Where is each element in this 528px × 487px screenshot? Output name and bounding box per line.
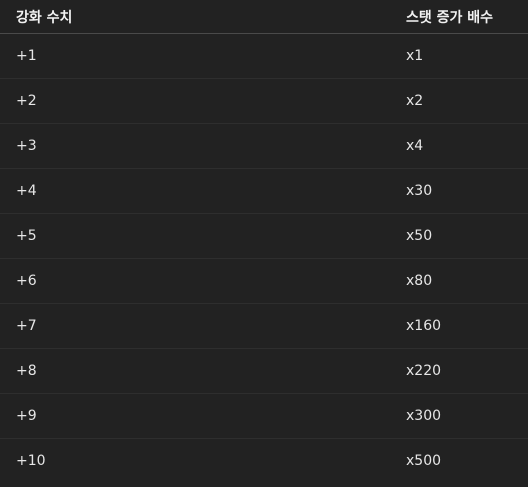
stat-multiplier-cell: x4 — [406, 123, 528, 169]
upgrade-level-cell: +6 — [0, 258, 406, 304]
column-header-stat-multiplier: 스탯 증가 배수 — [406, 0, 528, 34]
stat-multiplier-cell: x160 — [406, 303, 528, 349]
table-header-row: 강화 수치 스탯 증가 배수 — [0, 0, 528, 34]
stat-multiplier-cell: x2 — [406, 78, 528, 124]
table-row: +1 x1 — [0, 33, 528, 79]
table-row: +8 x220 — [0, 348, 528, 394]
table-body: +1 x1 +2 x2 +3 x4 +4 x30 +5 x50 +6 x80 +7 x160 +8 x220 +… — [0, 33, 528, 484]
stat-multiplier-cell: x300 — [406, 393, 528, 439]
stat-multiplier-cell: x50 — [406, 213, 528, 259]
table-row: +9 x300 — [0, 393, 528, 439]
upgrade-level-cell: +9 — [0, 393, 406, 439]
stat-multiplier-cell: x80 — [406, 258, 528, 304]
table-row: +6 x80 — [0, 258, 528, 304]
column-header-upgrade-level: 강화 수치 — [0, 0, 406, 34]
stat-multiplier-cell: x1 — [406, 33, 528, 79]
stat-multiplier-cell: x30 — [406, 168, 528, 214]
table-row: +3 x4 — [0, 123, 528, 169]
table-row: +7 x160 — [0, 303, 528, 349]
table-row: +2 x2 — [0, 78, 528, 124]
upgrade-level-cell: +4 — [0, 168, 406, 214]
upgrade-level-cell: +5 — [0, 213, 406, 259]
stat-multiplier-cell: x220 — [406, 348, 528, 394]
upgrade-level-cell: +10 — [16, 453, 46, 469]
stat-multiplier-cell: x500 — [406, 453, 442, 469]
table-row: +10 x500 — [0, 439, 528, 484]
upgrade-level-cell: +8 — [0, 348, 406, 394]
upgrade-level-cell: +2 — [0, 78, 406, 124]
upgrade-level-cell: +1 — [0, 33, 406, 79]
table-row: +5 x50 — [0, 213, 528, 259]
upgrade-level-cell: +3 — [0, 123, 406, 169]
upgrade-level-cell: +7 — [0, 303, 406, 349]
table-row: +4 x30 — [0, 168, 528, 214]
